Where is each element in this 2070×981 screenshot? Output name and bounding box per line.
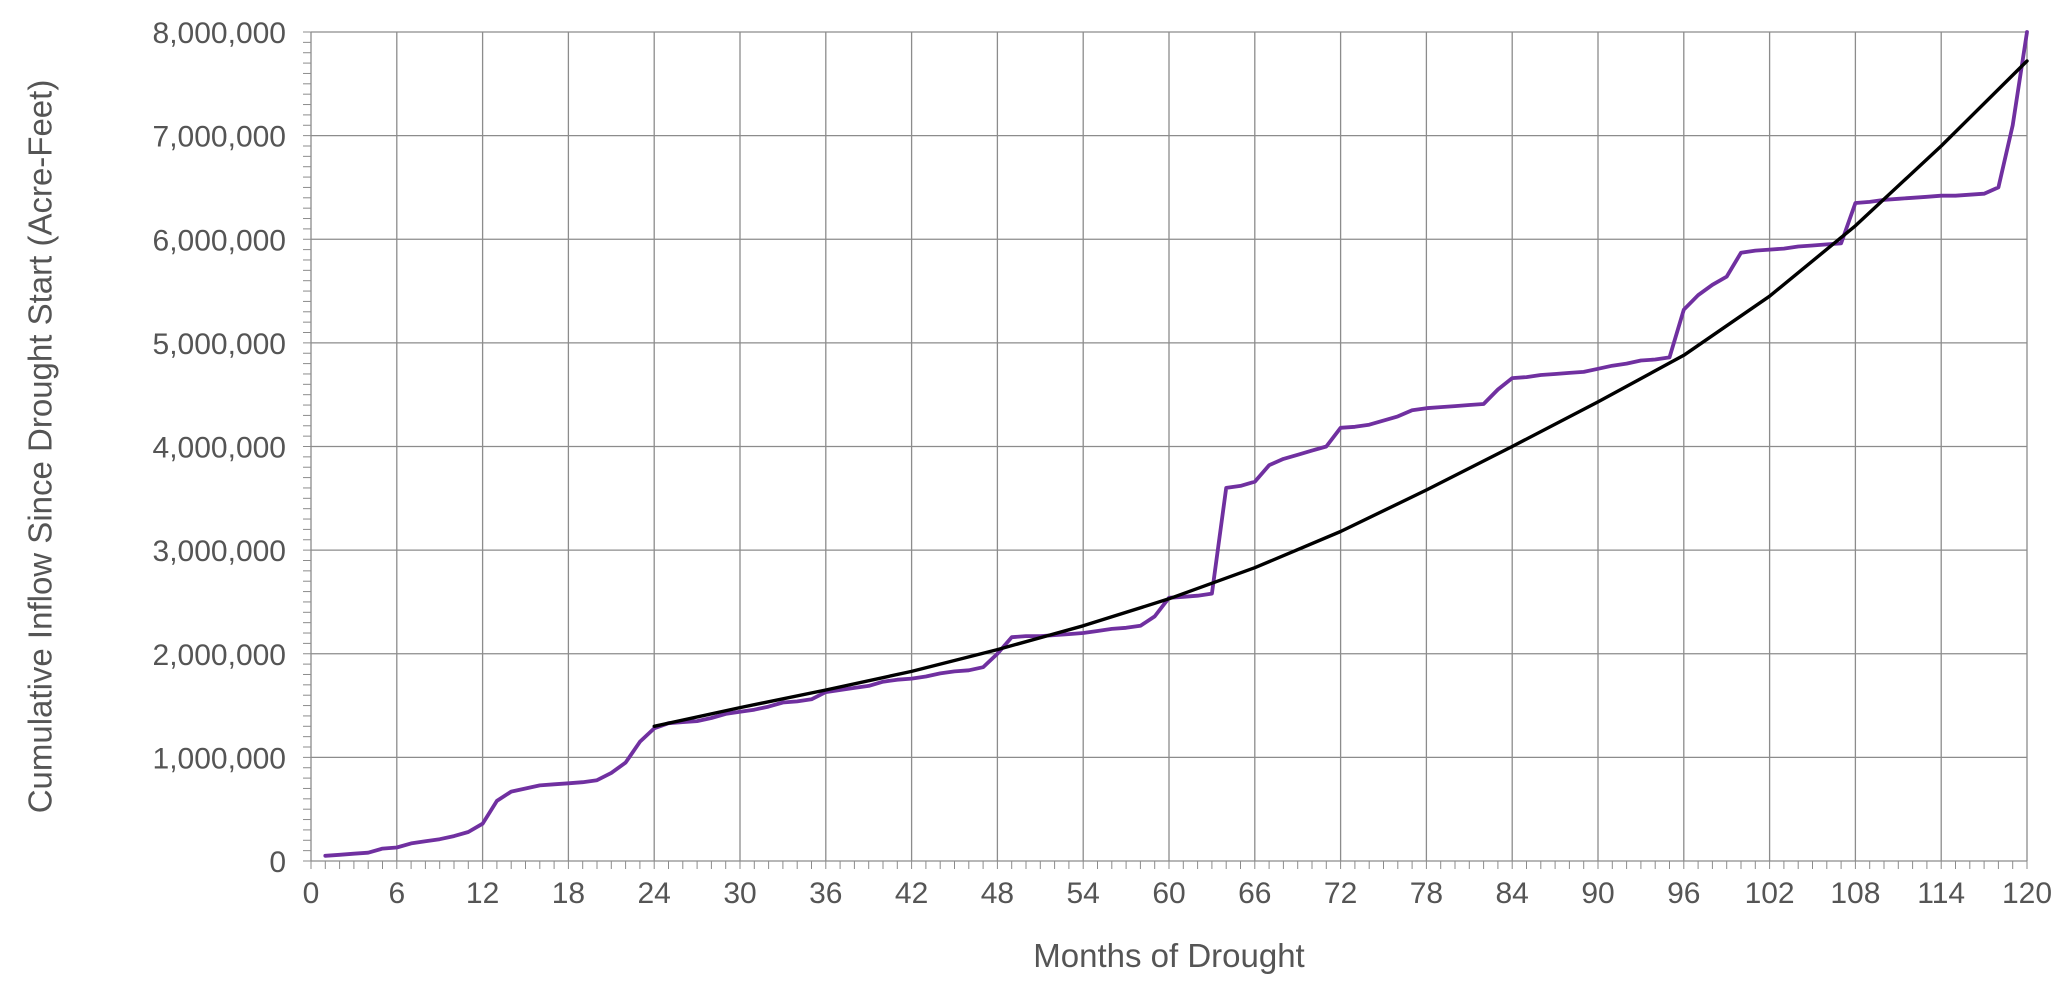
y-tick-label: 0 [269, 846, 286, 879]
y-tick-label: 1,000,000 [153, 742, 286, 775]
x-tick-label: 90 [1581, 877, 1614, 910]
series-layer [323, 30, 2029, 858]
x-tick-label: 96 [1667, 877, 1700, 910]
x-tick-label: 12 [466, 877, 499, 910]
x-tick-label: 102 [1745, 877, 1795, 910]
minor-ticks [303, 31, 2028, 869]
y-tick-label: 2,000,000 [153, 639, 286, 672]
x-tick-label: 60 [1152, 877, 1185, 910]
y-tick-label: 5,000,000 [153, 328, 286, 361]
x-tick-label: 108 [1830, 877, 1880, 910]
x-tick-label: 24 [638, 877, 671, 910]
x-tick-label: 30 [723, 877, 756, 910]
tick-labels: 0 6 12 18 24 30 36 42 48 54 60 66 72 78 84 90 96 102 108 11… [153, 17, 2053, 910]
x-tick-label: 48 [981, 877, 1014, 910]
y-tick-label: 7,000,000 [153, 121, 286, 154]
y-tick-label: 4,000,000 [153, 432, 286, 465]
x-tick-label: 6 [388, 877, 405, 910]
grid-lines [310, 31, 2028, 862]
x-tick-label: 36 [809, 877, 842, 910]
x-tick-label: 78 [1410, 877, 1443, 910]
x-tick-label: 120 [2002, 877, 2052, 910]
x-tick-label: 66 [1238, 877, 1271, 910]
y-tick-label: 3,000,000 [153, 535, 286, 568]
x-tick-label: 0 [303, 877, 320, 910]
x-tick-label: 54 [1067, 877, 1100, 910]
y-axis-title: Cumulative Inflow Since Drought Start (A… [22, 80, 59, 814]
x-tick-label: 42 [895, 877, 928, 910]
series-line-purple [323, 30, 2029, 858]
x-tick-label: 114 [1917, 877, 1965, 910]
x-tick-label: 72 [1324, 877, 1357, 910]
x-tick-label: 18 [552, 877, 585, 910]
y-tick-label: 8,000,000 [153, 17, 286, 50]
series-line-black [652, 59, 2029, 728]
x-tick-label: 84 [1496, 877, 1529, 910]
x-axis-title: Months of Drought [1033, 937, 1304, 974]
y-tick-label: 6,000,000 [153, 224, 286, 257]
